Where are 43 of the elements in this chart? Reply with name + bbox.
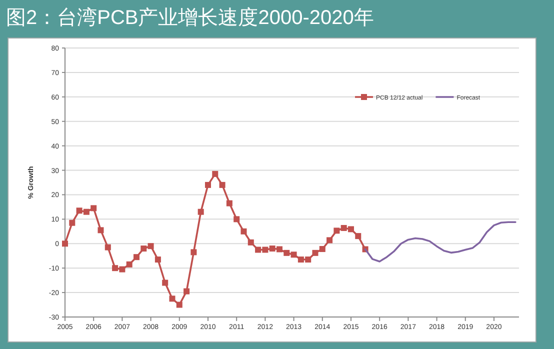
- point: [355, 233, 362, 240]
- point: [119, 266, 126, 272]
- point: [198, 208, 204, 215]
- point: [219, 182, 226, 188]
- point: [162, 280, 168, 286]
- point: [269, 246, 276, 252]
- point: [154, 256, 161, 263]
- point: [98, 227, 104, 234]
- point: [248, 239, 254, 246]
- point: [140, 246, 147, 252]
- point: [169, 296, 176, 302]
- point: [212, 170, 218, 177]
- point: [90, 205, 97, 212]
- point: [76, 208, 82, 214]
- point: [348, 226, 354, 232]
- point: [226, 200, 232, 206]
- point: [312, 250, 318, 256]
- point: [62, 240, 68, 247]
- point: [305, 256, 312, 263]
- point: [148, 243, 154, 250]
- point: [234, 216, 240, 222]
- point: [262, 246, 268, 253]
- point: [298, 256, 304, 263]
- point: [276, 246, 282, 252]
- chart-title: 图2：台湾PCB产业增长速度2000-2020年: [6, 7, 374, 29]
- point: [319, 246, 326, 252]
- point: [176, 302, 182, 308]
- point: [284, 250, 290, 256]
- point: [340, 224, 347, 231]
- point: [83, 208, 90, 215]
- point: [290, 252, 297, 258]
- point: [190, 249, 197, 256]
- point: [334, 228, 340, 234]
- point: [104, 244, 111, 250]
- point: [69, 220, 76, 226]
- point: [255, 246, 262, 253]
- point: [326, 237, 333, 244]
- point: [240, 228, 247, 234]
- point: [204, 182, 211, 188]
- point: [133, 254, 140, 260]
- point: [126, 261, 132, 268]
- point: [184, 288, 190, 294]
- point: [112, 265, 118, 272]
